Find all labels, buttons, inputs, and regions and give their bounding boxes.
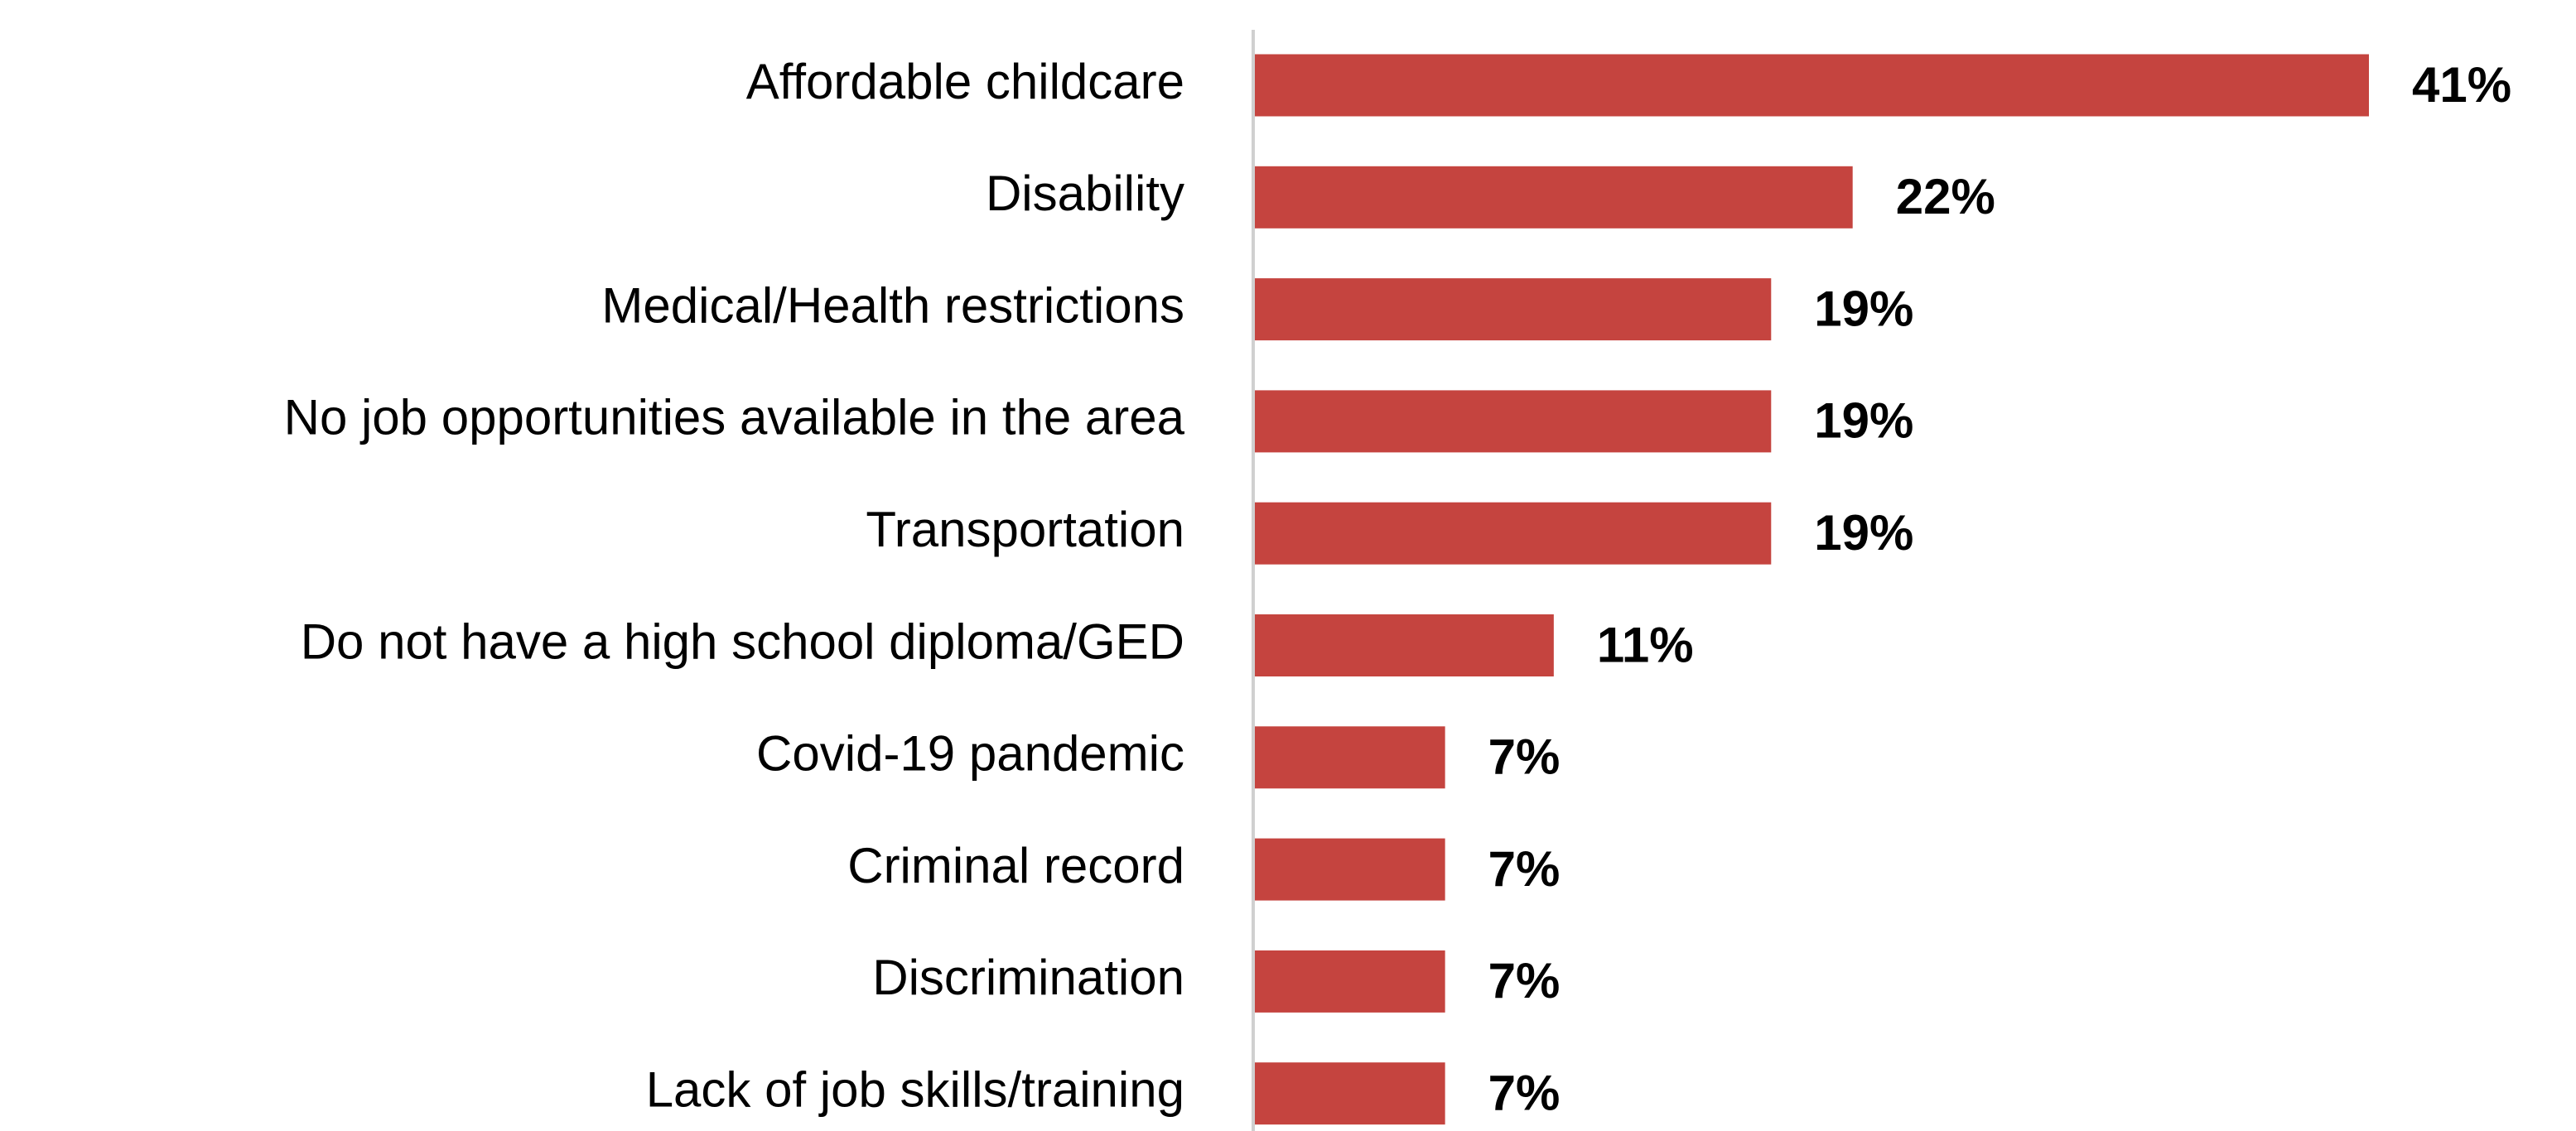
bar: [1255, 838, 1445, 901]
bar: [1255, 502, 1772, 565]
bar: [1255, 614, 1554, 676]
value-label: 19%: [1814, 281, 1913, 336]
category-label: Covid-19 pandemic: [756, 726, 1184, 782]
bar: [1255, 54, 2369, 117]
bar: [1255, 278, 1772, 341]
value-label: 19%: [1814, 505, 1913, 561]
value-label: 22%: [1896, 169, 1995, 224]
category-label: Discrimination: [872, 950, 1184, 1005]
category-label: Lack of job skills/training: [646, 1062, 1184, 1118]
category-label: Medical/Health restrictions: [601, 277, 1184, 333]
category-label: No job opportunities available in the ar…: [284, 390, 1185, 445]
category-label: Transportation: [866, 502, 1184, 557]
value-label: 7%: [1488, 729, 1561, 785]
value-label: 7%: [1488, 1066, 1561, 1121]
value-label: 11%: [1597, 617, 1694, 672]
value-label: 19%: [1814, 393, 1913, 449]
bar: [1255, 1062, 1445, 1125]
bar: [1255, 166, 1853, 229]
bar: [1255, 726, 1445, 789]
category-label: Criminal record: [847, 838, 1184, 893]
category-label: Disability: [986, 166, 1184, 221]
value-label: 7%: [1488, 953, 1561, 1008]
value-label: 7%: [1488, 841, 1561, 897]
bar: [1255, 390, 1772, 453]
category-label: Affordable childcare: [746, 54, 1184, 109]
bar: [1255, 950, 1445, 1013]
category-label: Do not have a high school diploma/GED: [301, 614, 1184, 669]
value-label: 41%: [2412, 57, 2511, 113]
